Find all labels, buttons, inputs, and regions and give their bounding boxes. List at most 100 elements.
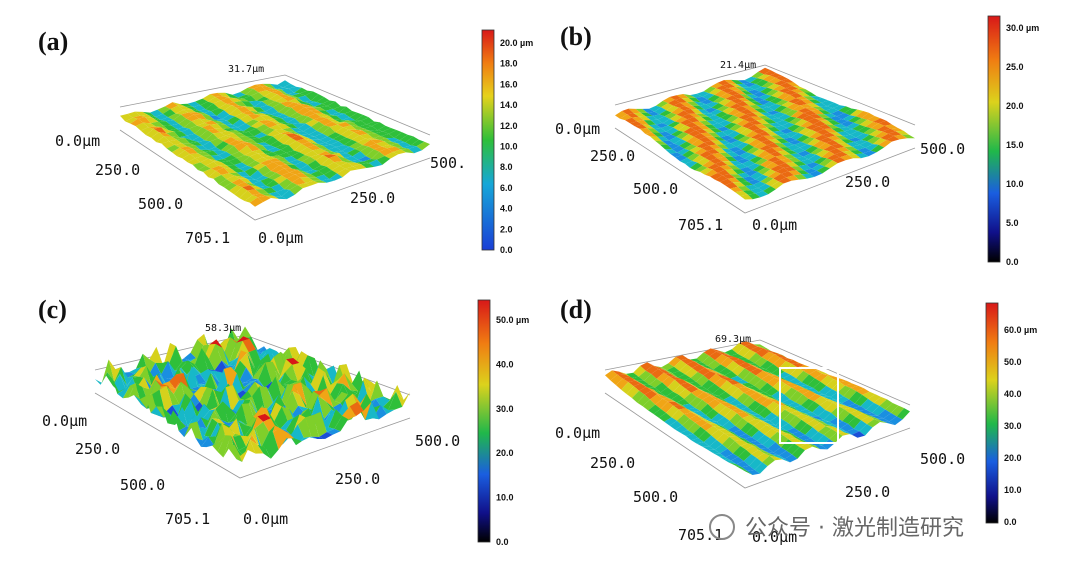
- surface-cell: [805, 145, 819, 154]
- surface-cell: [305, 391, 320, 410]
- surface-cell: [234, 112, 248, 120]
- surface-cell: [224, 105, 237, 115]
- surface-cell: [831, 110, 845, 117]
- surface-cell: [713, 364, 727, 373]
- surface-cell: [749, 156, 763, 164]
- surface-cell: [693, 101, 707, 106]
- surface-cell: [697, 109, 710, 114]
- surface-cell: [268, 191, 282, 197]
- surface-cell: [360, 146, 374, 157]
- surface-cell: [239, 178, 253, 184]
- surface-cell: [344, 156, 358, 161]
- surface-cell: [223, 337, 237, 362]
- surface-cell: [867, 136, 881, 145]
- surface-cell: [700, 389, 713, 394]
- surface-cell: [259, 135, 273, 143]
- surface-cell: [733, 429, 747, 437]
- surface-cell: [130, 118, 144, 127]
- surface-cell: [735, 418, 748, 430]
- surface-cell: [186, 133, 200, 141]
- surface-cell: [779, 429, 793, 434]
- surface-cell: [658, 369, 671, 374]
- surface-cell: [319, 432, 333, 439]
- surface-cell: [328, 155, 343, 163]
- surface-cell: [768, 442, 781, 453]
- surface-cell: [192, 105, 206, 111]
- surface-cell: [207, 147, 221, 151]
- surface-cell: [805, 388, 819, 393]
- surface-cell: [265, 195, 279, 199]
- surface-cell: [267, 101, 281, 108]
- surface-cell: [687, 422, 701, 434]
- surface-cell: [705, 409, 719, 420]
- surface-cell: [779, 82, 793, 89]
- surface-cell: [816, 149, 830, 158]
- surface-cell: [304, 150, 318, 157]
- surface-cell: [255, 157, 269, 164]
- surface-cell: [739, 167, 753, 173]
- surface-cell: [717, 350, 731, 356]
- surface-cell: [203, 373, 217, 390]
- surface-cell: [366, 121, 380, 127]
- x-axis-label: 500.0: [120, 476, 165, 494]
- surface-cell: [349, 142, 363, 149]
- surface-cell: [264, 121, 278, 128]
- watermark: 公众号 · 激光制造研究: [745, 516, 964, 541]
- surface-cell: [389, 143, 403, 148]
- surface-cell: [720, 402, 734, 407]
- surface-cell: [291, 152, 305, 160]
- surface-cell: [223, 366, 237, 393]
- surface-cell: [150, 109, 163, 117]
- surface-cell: [637, 380, 650, 385]
- surface-cell: [378, 138, 392, 142]
- surface-cell: [261, 127, 275, 136]
- surface-cell: [235, 98, 249, 102]
- surface-cell: [683, 108, 696, 114]
- surface-cell: [182, 407, 195, 427]
- surface-cell: [840, 139, 854, 144]
- colorbar-tick-label: 4.0: [500, 204, 513, 214]
- surface-cell: [746, 147, 760, 154]
- surface-cell: [773, 173, 787, 182]
- surface-cell: [149, 346, 163, 363]
- surface-cell: [236, 171, 250, 177]
- surface-cell: [647, 128, 660, 133]
- surface-cell: [829, 432, 843, 443]
- surface-cell: [743, 454, 757, 466]
- surface-cell: [718, 391, 731, 400]
- surface-cell: [666, 366, 680, 374]
- surface-cell: [343, 125, 357, 130]
- surface-cell: [394, 132, 408, 141]
- surface-cell: [706, 136, 719, 141]
- surface-cell: [310, 154, 324, 161]
- surface-cell: [858, 409, 873, 414]
- surface-cell: [320, 148, 334, 153]
- surface-cell: [268, 402, 282, 422]
- surface-cell: [362, 139, 377, 147]
- surface-cell: [788, 157, 801, 163]
- surface-cell: [187, 158, 201, 165]
- surface-cell: [382, 391, 396, 410]
- surface-cell: [859, 141, 873, 148]
- surface-cell: [808, 393, 822, 402]
- surface-cell: [864, 412, 878, 416]
- surface-cell: [273, 89, 287, 94]
- surface-cell: [881, 421, 895, 426]
- surface-cell: [190, 109, 204, 113]
- surface-cell: [122, 372, 135, 378]
- surface-cell: [114, 367, 127, 386]
- surface-cell: [338, 106, 352, 114]
- surface-cell: [766, 425, 780, 430]
- surface-cell: [685, 433, 699, 441]
- surface-cell: [786, 427, 800, 434]
- surface-cell: [286, 414, 300, 436]
- surface-cell: [860, 398, 874, 410]
- surface-cell: [255, 83, 268, 87]
- surface-cell: [229, 108, 243, 117]
- surface-cell: [693, 426, 706, 439]
- surface-cell: [216, 167, 230, 175]
- surface-cell: [794, 119, 808, 127]
- surface-cell: [631, 376, 645, 381]
- surface-cell: [803, 110, 817, 116]
- surface-cell: [799, 104, 813, 108]
